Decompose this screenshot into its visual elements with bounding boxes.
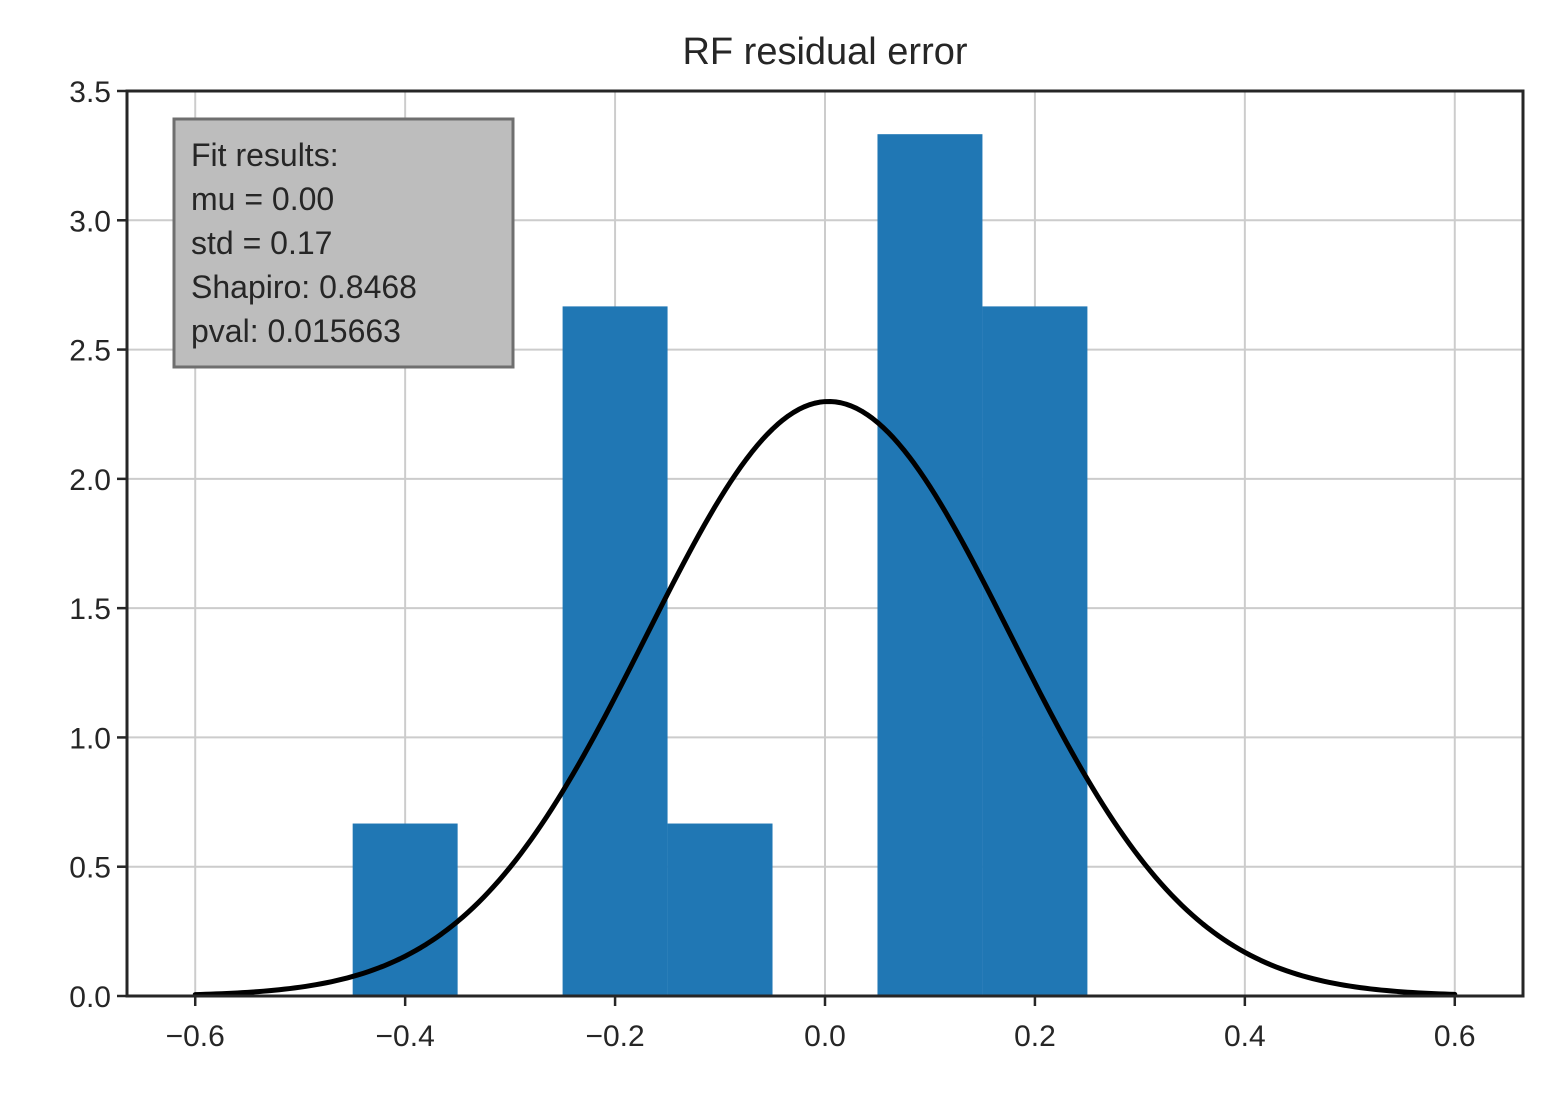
fit-results-line: mu = 0.00 bbox=[191, 181, 334, 217]
histogram-bar bbox=[877, 134, 983, 997]
x-tick-label: −0.6 bbox=[166, 1020, 225, 1053]
y-tick-label: 2.0 bbox=[69, 464, 111, 497]
histogram-bar bbox=[352, 823, 458, 996]
histogram-bars bbox=[352, 134, 1088, 997]
y-tick-label: 1.5 bbox=[69, 593, 111, 626]
tick-labels: −0.6 −0.4 −0.2 0.0 0.2 0.4 0.6 0.0 0.5 1.0 1.5 2.0 2… bbox=[69, 76, 1475, 1053]
fit-results-box: Fit results: mu = 0.00 std = 0.17 Shapiro: … bbox=[172, 117, 515, 369]
normal-fit-curve bbox=[192, 398, 1458, 998]
fit-results-line: std = 0.17 bbox=[191, 225, 332, 261]
fit-results-background bbox=[172, 117, 515, 369]
x-tick-label: 0.0 bbox=[804, 1020, 846, 1053]
x-tick-label: 0.6 bbox=[1434, 1020, 1476, 1053]
histogram-bar bbox=[562, 306, 668, 996]
fit-results-line: Shapiro: 0.8468 bbox=[191, 269, 417, 305]
x-tick-label: −0.2 bbox=[585, 1020, 644, 1053]
x-tick-label: 0.4 bbox=[1224, 1020, 1266, 1053]
axes bbox=[117, 89, 1525, 1006]
fit-results-line: Fit results: bbox=[191, 137, 339, 173]
y-tick-label: 3.5 bbox=[69, 76, 111, 109]
chart-title: RF residual error bbox=[682, 31, 967, 73]
y-tick-label: 0.0 bbox=[69, 981, 111, 1014]
fit-results-line: pval: 0.015663 bbox=[191, 313, 401, 349]
fit-curve-layer bbox=[192, 398, 1458, 998]
y-tick-label: 1.0 bbox=[69, 722, 111, 755]
x-tick-label: 0.2 bbox=[1014, 1020, 1056, 1053]
histogram-bar bbox=[982, 306, 1088, 996]
y-tick-label: 3.0 bbox=[69, 205, 111, 238]
y-tick-label: 2.5 bbox=[69, 335, 111, 368]
histogram-bar bbox=[667, 823, 773, 996]
x-tick-label: −0.4 bbox=[376, 1020, 435, 1053]
y-tick-label: 0.5 bbox=[69, 852, 111, 885]
